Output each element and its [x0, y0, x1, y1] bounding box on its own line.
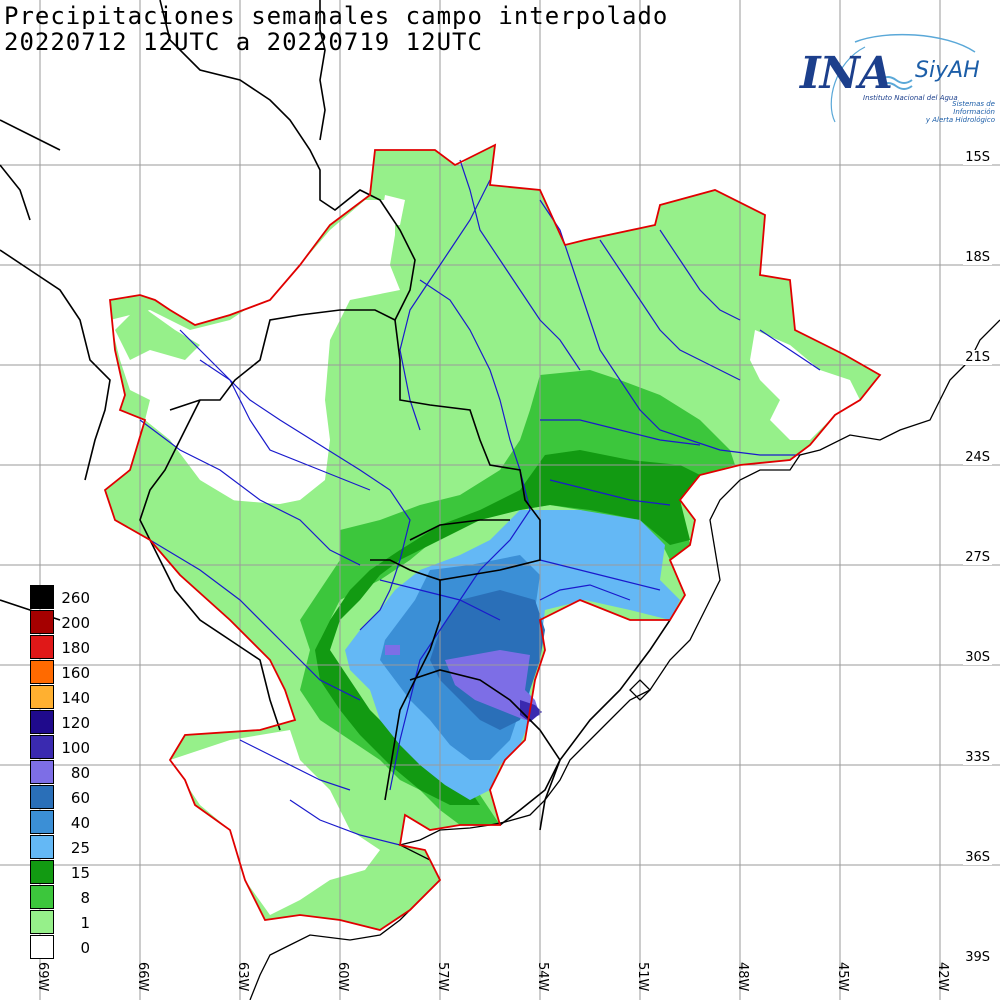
- legend-entry: 40: [30, 810, 110, 835]
- legend-entry: 25: [30, 835, 110, 860]
- legend-label: 0: [80, 939, 90, 957]
- logo-ina-text: INA: [800, 48, 893, 99]
- legend-swatch: [30, 785, 54, 809]
- latitude-label: 15S: [963, 150, 992, 165]
- legend-swatch: [30, 935, 54, 959]
- legend-label: 100: [61, 739, 90, 757]
- legend-swatch: [30, 860, 54, 884]
- legend-label: 40: [70, 814, 90, 832]
- longitude-label: 60W: [335, 962, 350, 992]
- legend-label: 160: [61, 664, 90, 682]
- latitude-label: 30S: [963, 650, 992, 665]
- logo-system-desc: Sistemas de Información y Alerta Hidroló…: [925, 100, 995, 124]
- longitude-label: 66W: [135, 962, 150, 992]
- legend-swatch: [30, 760, 54, 784]
- logo-siyah-text: SiyAH: [915, 58, 980, 83]
- longitude-label: 69W: [35, 962, 50, 992]
- legend-label: 60: [70, 789, 90, 807]
- legend-swatch: [30, 635, 54, 659]
- legend-swatch: [30, 610, 54, 634]
- latitude-label: 36S: [963, 850, 992, 865]
- latitude-label: 27S: [963, 550, 992, 565]
- legend-entry: 160: [30, 660, 110, 685]
- legend-swatch: [30, 735, 54, 759]
- longitude-label: 54W: [535, 962, 550, 992]
- legend-swatch: [30, 585, 54, 609]
- latitude-label: 33S: [963, 750, 992, 765]
- latitude-label: 18S: [963, 250, 992, 265]
- latitude-label: 21S: [963, 350, 992, 365]
- legend-entry: 200: [30, 610, 110, 635]
- latitude-label: 39S: [963, 950, 992, 965]
- longitude-label: 48W: [735, 962, 750, 992]
- borders: [0, 0, 671, 831]
- legend-swatch: [30, 660, 54, 684]
- legend-entry: 80: [30, 760, 110, 785]
- basin-outline: [103, 143, 882, 931]
- longitude-label: 45W: [835, 962, 850, 992]
- precip-fields: [105, 145, 880, 930]
- legend-swatch: [30, 885, 54, 909]
- legend-swatch: [30, 810, 54, 834]
- logo-swoosh-icon: [830, 33, 976, 123]
- legend-label: 120: [61, 714, 90, 732]
- legend-label: 15: [70, 864, 90, 882]
- legend-label: 180: [61, 639, 90, 657]
- map-title: Precipitaciones semanales campo interpol…: [4, 2, 669, 30]
- map-date-range: 20220712 12UTC a 20220719 12UTC: [4, 28, 483, 56]
- precip-80mm: [445, 650, 540, 720]
- legend-label: 80: [70, 764, 90, 782]
- legend-entry: 1: [30, 910, 110, 935]
- ina-siyah-logo: INA SiyAH Instituto Nacional del Agua Si…: [795, 32, 995, 132]
- precipitation-legend: 260 200 180 160 140 120 100 80 60 40 25 15 8 1 0: [30, 585, 110, 960]
- legend-label: 8: [80, 889, 90, 907]
- legend-swatch: [30, 910, 54, 934]
- legend-entry: 120: [30, 710, 110, 735]
- legend-label: 1: [80, 914, 90, 932]
- longitude-label: 57W: [435, 962, 450, 992]
- logo-institute-text: Instituto Nacional del Agua: [863, 94, 958, 102]
- legend-swatch: [30, 835, 54, 859]
- legend-entry: 8: [30, 885, 110, 910]
- legend-label: 140: [61, 689, 90, 707]
- legend-label: 260: [61, 589, 90, 607]
- legend-label: 25: [70, 839, 90, 857]
- legend-entry: 15: [30, 860, 110, 885]
- legend-swatch: [30, 710, 54, 734]
- legend-label: 200: [61, 614, 90, 632]
- longitude-label: 42W: [935, 962, 950, 992]
- longitude-label: 63W: [235, 962, 250, 992]
- legend-entry: 0: [30, 935, 110, 960]
- legend-entry: 180: [30, 635, 110, 660]
- legend-swatch: [30, 685, 54, 709]
- precip-15mm: [315, 450, 700, 805]
- latitude-label: 24S: [963, 450, 992, 465]
- legend-entry: 260: [30, 585, 110, 610]
- longitude-label: 51W: [635, 962, 650, 992]
- legend-entry: 100: [30, 735, 110, 760]
- legend-entry: 140: [30, 685, 110, 710]
- legend-entry: 60: [30, 785, 110, 810]
